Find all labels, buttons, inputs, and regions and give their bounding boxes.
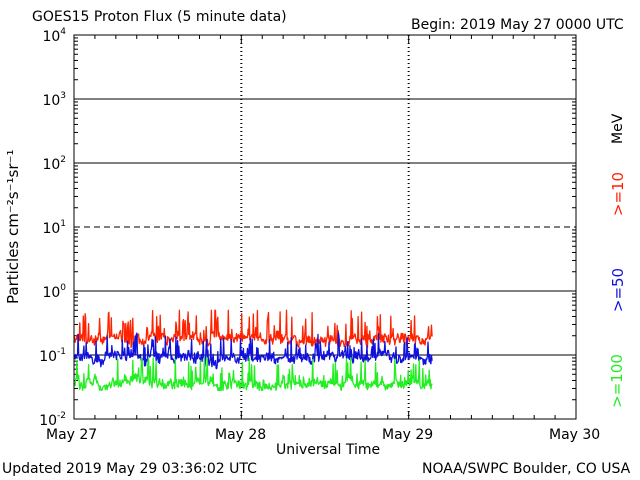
series-line-ge100	[73, 357, 433, 392]
x-tick-label-may27: May 27	[46, 427, 98, 443]
y-tick-label: 10-1	[39, 347, 66, 365]
updated-timestamp: Updated 2019 May 29 03:36:02 UTC	[2, 461, 257, 477]
grid-layer	[73, 35, 577, 419]
y-tick-label: 101	[42, 219, 66, 237]
source-credit: NOAA/SWPC Boulder, CO USA	[422, 461, 631, 477]
chart-title: GOES15 Proton Flux (5 minute data)	[32, 9, 287, 25]
y-tick-label: 103	[42, 91, 66, 109]
y-tick-label: 100	[42, 283, 66, 301]
y-tick-label: 104	[42, 27, 66, 45]
x-tick-label-may28: May 28	[215, 427, 267, 443]
plot-frame	[73, 34, 577, 420]
series-layer	[73, 309, 433, 392]
legend-ge50: >=50	[609, 267, 627, 313]
x-tick-label-may30: May 30	[549, 427, 601, 443]
begin-time: Begin: 2019 May 27 0000 UTC	[411, 17, 624, 33]
legend-ge10: >=10	[609, 171, 627, 217]
x-tick-label-may29: May 29	[382, 427, 434, 443]
y-axis-label: Particles cm⁻²s⁻¹sr⁻¹	[4, 149, 22, 304]
units-label: MeV	[610, 113, 626, 144]
legend-ge100: >=100	[608, 354, 626, 408]
x-axis-label: Universal Time	[276, 442, 381, 458]
series-line-ge50	[73, 332, 433, 370]
y-tick-label: 102	[42, 155, 66, 173]
